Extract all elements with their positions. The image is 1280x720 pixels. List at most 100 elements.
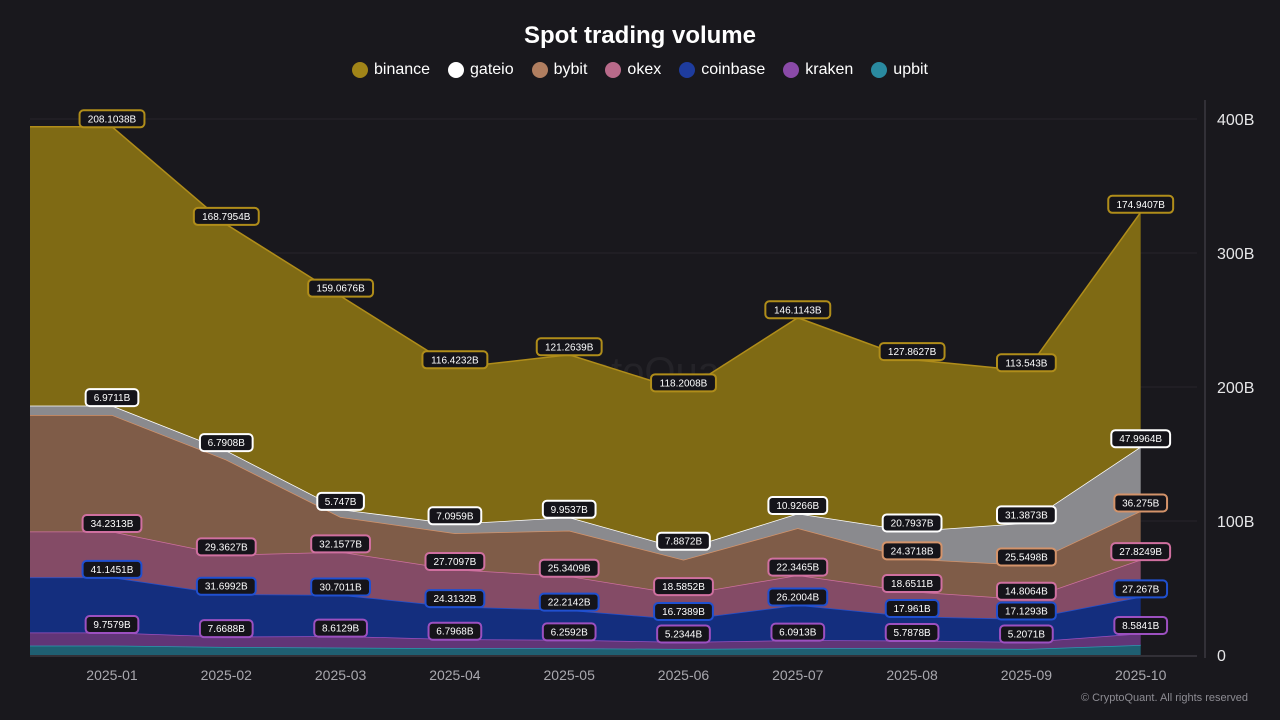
- data-label-kraken: 8.6129B: [313, 618, 368, 638]
- data-label-text: 20.7937B: [891, 518, 934, 529]
- data-label-box: [653, 602, 714, 622]
- data-label-box: [996, 581, 1057, 601]
- data-label-binance: 146.1143B: [764, 300, 832, 320]
- data-label-text: 34.2313B: [91, 519, 134, 530]
- data-label-okex: 29.3627B: [195, 537, 257, 557]
- area-okex: [30, 531, 1141, 620]
- legend-item-okex[interactable]: okex: [605, 61, 661, 79]
- data-label-text: 31.3873B: [1005, 510, 1048, 521]
- data-label-box: [656, 624, 711, 644]
- area-bybit: [30, 414, 1141, 600]
- data-label-gateio: 9.9537B: [541, 499, 597, 519]
- data-label-text: 113.543B: [1005, 358, 1047, 369]
- data-label-text: 118.2008B: [660, 378, 708, 389]
- data-label-box: [427, 621, 483, 641]
- data-label-text: 7.0959B: [436, 511, 474, 522]
- data-label-kraken: 6.7968B: [427, 621, 483, 641]
- x-tick-label: 2025-03: [315, 667, 367, 683]
- data-label-text: 25.3409B: [548, 564, 591, 575]
- data-label-okex: 18.6511B: [881, 573, 943, 593]
- data-label-text: 22.2142B: [548, 598, 591, 609]
- data-label-box: [881, 573, 943, 593]
- data-label-text: 208.1038B: [88, 114, 137, 125]
- data-label-text: 5.2344B: [665, 629, 703, 640]
- data-label-text: 32.1577B: [319, 539, 362, 550]
- data-label-text: 116.4232B: [431, 355, 479, 366]
- data-label-box: [316, 491, 365, 511]
- data-label-text: 25.5498B: [1005, 552, 1048, 563]
- data-label-text: 26.2004B: [776, 593, 819, 604]
- data-label-gateio: 7.8872B: [656, 531, 711, 551]
- data-label-box: [195, 576, 257, 596]
- data-label-text: 30.7011B: [320, 582, 362, 593]
- data-label-text: 5.2071B: [1008, 629, 1046, 640]
- data-label-box: [878, 342, 946, 362]
- data-label-box: [198, 619, 254, 639]
- legend-item-kraken[interactable]: kraken: [783, 61, 853, 79]
- data-label-kraken: 6.2592B: [541, 622, 597, 642]
- legend-item-gateio[interactable]: gateio: [448, 61, 514, 79]
- legend-item-binance[interactable]: binance: [351, 61, 431, 79]
- data-label-text: 17.1293B: [1005, 607, 1048, 618]
- data-label-okex: 14.8064B: [996, 581, 1057, 601]
- data-label-binance: 121.2639B: [535, 337, 603, 357]
- data-label-coinbase: 17.1293B: [996, 601, 1057, 621]
- data-label-text: 14.8064B: [1005, 587, 1048, 598]
- data-label-text: 121.2639B: [545, 342, 594, 353]
- data-label-text: 8.6129B: [322, 624, 360, 635]
- data-label-text: 18.5852B: [662, 582, 705, 593]
- data-label-box: [195, 537, 257, 557]
- x-tick-label: 2025-08: [886, 667, 938, 683]
- data-label-text: 6.2592B: [551, 627, 589, 638]
- legend-label: binance: [373, 61, 431, 78]
- legend-dot-upbit: [871, 62, 888, 78]
- data-label-box: [656, 531, 711, 551]
- data-label-text: 27.267B: [1122, 584, 1160, 595]
- data-label-text: 9.9537B: [551, 505, 589, 516]
- data-label-box: [1113, 493, 1169, 513]
- data-label-okex: 27.7097B: [424, 551, 486, 571]
- data-label-okex: 18.5852B: [653, 577, 714, 597]
- data-label-box: [767, 557, 829, 577]
- data-label-text: 16.7389B: [662, 607, 705, 618]
- data-label-text: 7.6688B: [208, 624, 246, 635]
- data-label-binance: 159.0676B: [307, 278, 375, 298]
- data-label-coinbase: 17.961B: [884, 598, 940, 618]
- data-label-text: 24.3718B: [891, 546, 934, 557]
- data-label-gateio: 7.0959B: [427, 506, 483, 526]
- legend-item-coinbase[interactable]: coinbase: [679, 61, 765, 79]
- x-tick-label: 2025-07: [772, 667, 824, 683]
- data-label-text: 9.7579B: [93, 620, 131, 631]
- data-label-box: [81, 559, 143, 579]
- data-label-kraken: 5.2344B: [656, 624, 711, 644]
- data-label-box: [313, 618, 368, 638]
- data-label-box: [996, 505, 1057, 525]
- data-label-binance: 208.1038B: [78, 109, 146, 129]
- x-tick-label: 2025-04: [429, 667, 481, 683]
- data-label-binance: 113.543B: [996, 353, 1057, 373]
- data-label-text: 159.0676B: [316, 284, 365, 295]
- data-label-box: [1110, 429, 1172, 449]
- data-label-box: [770, 622, 826, 642]
- legend-dot-gateio: [448, 62, 465, 78]
- data-label-text: 6.0913B: [779, 628, 817, 639]
- data-label-text: 10.9266B: [776, 501, 819, 512]
- data-label-text: 168.7954B: [202, 212, 251, 223]
- data-label-box: [538, 592, 600, 612]
- data-label-box: [421, 350, 489, 370]
- data-label-box: [653, 577, 714, 597]
- data-label-gateio: 31.3873B: [996, 505, 1057, 525]
- data-label-coinbase: 16.7389B: [653, 602, 714, 622]
- copyright: © CryptoQuant. All rights reserved: [1080, 692, 1248, 704]
- legend-item-bybit[interactable]: bybit: [531, 61, 587, 79]
- data-label-kraken: 6.0913B: [770, 622, 826, 642]
- area-binance: [30, 126, 1141, 550]
- data-label-okex: 27.8249B: [1110, 542, 1172, 562]
- data-label-box: [996, 601, 1057, 621]
- data-label-box: [767, 587, 829, 607]
- legend-item-upbit[interactable]: upbit: [871, 61, 928, 79]
- data-label-box: [1113, 615, 1169, 635]
- x-tick-label: 2025-01: [86, 667, 138, 683]
- data-label-text: 17.961B: [893, 604, 931, 615]
- data-label-okex: 34.2313B: [81, 514, 143, 534]
